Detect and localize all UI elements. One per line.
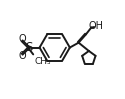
Text: S: S bbox=[25, 41, 32, 54]
Text: OH: OH bbox=[88, 21, 103, 31]
Text: O: O bbox=[19, 34, 27, 44]
Text: O: O bbox=[19, 51, 27, 61]
Text: CH₃: CH₃ bbox=[35, 57, 51, 66]
